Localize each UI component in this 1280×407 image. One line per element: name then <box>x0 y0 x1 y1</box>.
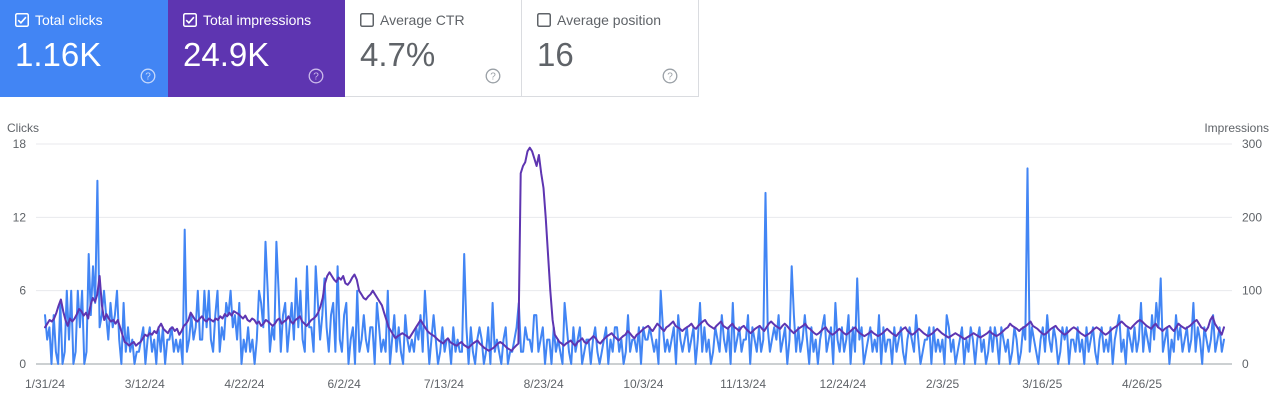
x-tick-label: 3/16/25 <box>1022 377 1062 391</box>
x-tick-label: 4/22/24 <box>224 377 264 391</box>
total-clicks-card[interactable]: Total clicks 1.16K ? <box>0 0 168 97</box>
card-value: 4.7% <box>360 36 436 73</box>
help-icon[interactable]: ? <box>662 68 678 84</box>
card-label: Total impressions <box>203 12 312 28</box>
svg-text:?: ? <box>667 72 673 83</box>
x-tick-label: 1/31/24 <box>25 377 65 391</box>
x-tick-label: 2/3/25 <box>926 377 960 391</box>
x-tick-label: 7/13/24 <box>424 377 464 391</box>
average-position-card[interactable]: Average position 16 ? <box>522 0 699 97</box>
right-tick-label: 100 <box>1242 284 1262 298</box>
card-label: Total clicks <box>35 12 103 28</box>
left-tick-label: 12 <box>13 210 27 224</box>
checkbox-checked-icon[interactable] <box>15 13 29 27</box>
right-tick-label: 200 <box>1242 210 1262 224</box>
svg-text:?: ? <box>145 72 151 83</box>
x-tick-label: 3/12/24 <box>125 377 165 391</box>
card-header: Average position <box>537 13 661 27</box>
left-tick-label: 0 <box>19 357 26 371</box>
card-value: 16 <box>537 36 574 73</box>
right-tick-label: 300 <box>1242 137 1262 151</box>
x-tick-label: 10/3/24 <box>623 377 663 391</box>
checkbox-unchecked-icon[interactable] <box>360 13 374 27</box>
help-icon[interactable]: ? <box>140 68 156 84</box>
left-axis-title: Clicks <box>7 121 39 135</box>
left-tick-label: 6 <box>19 284 26 298</box>
card-header: Total clicks <box>15 13 103 27</box>
x-tick-label: 12/24/24 <box>819 377 866 391</box>
x-tick-label: 8/23/24 <box>524 377 564 391</box>
gridlines <box>36 143 1232 365</box>
svg-text:?: ? <box>490 72 496 83</box>
help-icon[interactable]: ? <box>308 68 324 84</box>
series-lines[interactable] <box>44 146 1225 365</box>
impressions-series-line[interactable] <box>44 146 1225 352</box>
card-label: Average CTR <box>380 12 465 28</box>
svg-text:?: ? <box>313 72 319 83</box>
average-ctr-card[interactable]: Average CTR 4.7% ? <box>345 0 522 97</box>
x-tick-label: 6/2/24 <box>327 377 361 391</box>
axis-ticks: 0 6 12 18 0 100 200 300 1/31/24 3/12/24 4/22/24 6/2… <box>13 137 1263 391</box>
card-label: Average position <box>557 12 662 28</box>
card-header: Total impressions <box>183 13 311 27</box>
total-impressions-card[interactable]: Total impressions 24.9K ? <box>168 0 345 97</box>
checkbox-unchecked-icon[interactable] <box>537 13 551 27</box>
checkbox-checked-icon[interactable] <box>183 13 197 27</box>
card-value: 24.9K <box>183 36 270 73</box>
x-tick-label: 11/13/24 <box>720 377 766 391</box>
x-tick-label: 4/26/25 <box>1122 377 1162 391</box>
card-value: 1.16K <box>15 36 102 73</box>
right-tick-label: 0 <box>1242 357 1249 371</box>
left-tick-label: 18 <box>13 137 27 151</box>
help-icon[interactable]: ? <box>485 68 501 84</box>
right-axis-title: Impressions <box>1204 121 1269 135</box>
card-header: Average CTR <box>360 13 465 27</box>
clicks-series-line[interactable] <box>44 167 1225 365</box>
